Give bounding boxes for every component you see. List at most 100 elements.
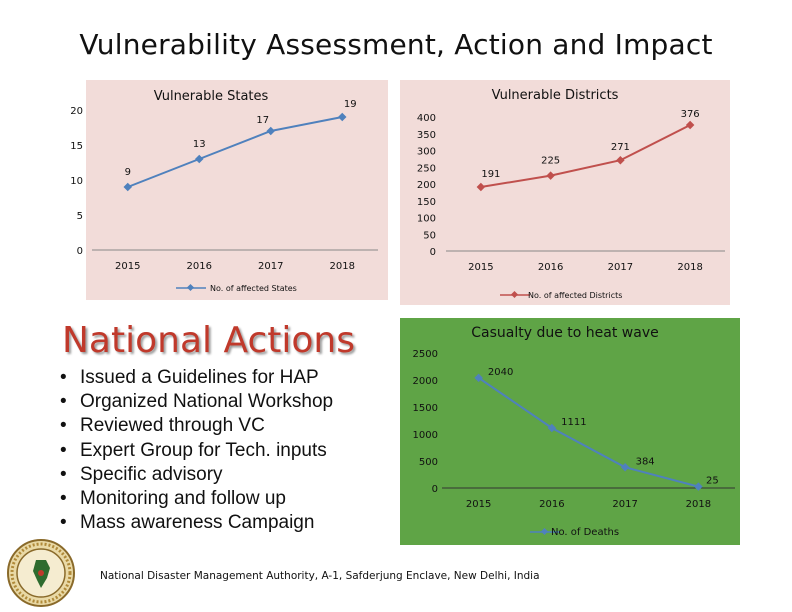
y-tick-label: 400 (417, 113, 436, 124)
x-tick-label: 2016 (539, 499, 564, 510)
action-item: • Mass awareness Campaign (60, 511, 333, 535)
y-tick-label: 2000 (413, 376, 438, 387)
action-item-label: Mass awareness Campaign (80, 512, 315, 534)
x-tick-label: 2016 (538, 262, 563, 273)
data-label: 19 (344, 99, 357, 110)
legend-marker (540, 527, 549, 536)
x-tick-label: 2018 (330, 261, 355, 272)
data-point (338, 112, 347, 122)
x-tick-label: 2017 (608, 262, 633, 273)
bullet-icon: • (60, 512, 67, 534)
series-line (478, 377, 699, 488)
data-label: 225 (541, 156, 560, 167)
action-item: • Expert Group for Tech. inputs (60, 439, 333, 463)
y-tick-label: 0 (430, 247, 436, 258)
chart-title: Vulnerable Districts (492, 88, 619, 103)
series-line (480, 124, 691, 189)
national-actions-heading: National Actions (62, 320, 355, 361)
bullet-icon: • (60, 415, 67, 437)
y-tick-label: 150 (417, 197, 436, 208)
data-label: 384 (636, 456, 655, 467)
y-tick-label: 20 (70, 106, 83, 117)
x-tick-label: 2017 (612, 499, 637, 510)
bullet-icon: • (60, 487, 67, 509)
data-point (476, 182, 486, 192)
x-tick-label: 2015 (466, 499, 491, 510)
action-item-label: Organized National Workshop (80, 391, 334, 413)
y-tick-label: 5 (77, 211, 83, 222)
chart-title: Vulnerable States (154, 89, 269, 104)
x-tick-label: 2017 (258, 261, 283, 272)
x-tick-label: 2018 (686, 499, 711, 510)
legend: No. of affected Districts (500, 290, 622, 300)
series-line (127, 116, 343, 188)
y-tick-label: 10 (70, 176, 83, 187)
data-label: 1111 (561, 417, 586, 428)
data-label: 191 (481, 169, 500, 180)
national-actions-list: • Issued a Guidelines for HAP • Organized N… (60, 366, 333, 535)
x-tick-label: 2015 (468, 262, 493, 273)
y-tick-label: 1000 (413, 430, 438, 441)
chart-background (400, 318, 740, 545)
y-tick-label: 1500 (413, 403, 438, 414)
data-label: 376 (681, 109, 700, 120)
data-label: 9 (125, 167, 131, 178)
action-item: • Reviewed through VC (60, 414, 333, 438)
page-title: Vulnerability Assessment, Action and Imp… (79, 28, 713, 61)
vulnerable-districts-chart: Vulnerable Districts 0 50 100 150 200 250 300 3… (400, 80, 730, 305)
data-label: 2040 (488, 367, 513, 378)
y-tick-label: 500 (419, 457, 438, 468)
action-item-label: Issued a Guidelines for HAP (80, 367, 319, 388)
footer-address: National Disaster Management Authority, … (100, 570, 540, 582)
legend: No. of Deaths (530, 527, 619, 538)
x-tick-label: 2015 (115, 261, 140, 272)
vulnerable-states-chart-svg: Vulnerable States 0 5 10 15 20 2015 2016 2017 2… (70, 80, 388, 300)
data-point (195, 154, 204, 164)
y-tick-label: 350 (417, 130, 436, 141)
heatwave-casualty-chart-svg: Casualty due to heat wave 0 500 1000 1500 20… (400, 318, 740, 545)
action-item: • Specific advisory (60, 463, 333, 487)
action-item-label: Monitoring and follow up (80, 487, 286, 509)
data-point (266, 126, 275, 136)
action-item-label: Specific advisory (80, 463, 223, 485)
data-label: 271 (611, 142, 630, 153)
data-label: 25 (706, 476, 719, 487)
legend-label: No. of Deaths (551, 527, 619, 538)
action-item-label: Reviewed through VC (80, 415, 265, 437)
x-tick-label: 2016 (187, 261, 212, 272)
data-point (694, 482, 703, 491)
y-tick-label: 300 (417, 147, 436, 158)
legend: No. of affected States (176, 283, 297, 293)
y-tick-label: 0 (432, 484, 438, 495)
legend-marker (510, 290, 519, 299)
data-label: 13 (193, 139, 206, 150)
ndma-emblem-icon (7, 539, 75, 607)
y-tick-label: 15 (70, 141, 83, 152)
y-tick-label: 250 (417, 163, 436, 174)
action-item: • Issued a Guidelines for HAP (60, 366, 333, 390)
chart-title: Casualty due to heat wave (471, 325, 658, 341)
action-item: • Monitoring and follow up (60, 487, 333, 511)
bullet-icon: • (60, 463, 67, 485)
chart-background (400, 80, 730, 305)
y-tick-label: 50 (423, 230, 436, 241)
x-tick-label: 2018 (677, 262, 702, 273)
action-item: • Organized National Workshop (60, 390, 333, 414)
y-tick-label: 100 (417, 214, 436, 225)
y-tick-label: 0 (77, 246, 83, 257)
legend-marker (186, 283, 195, 292)
vulnerable-states-chart: Vulnerable States 0 5 10 15 20 2015 2016 2017 2… (58, 80, 388, 300)
bullet-icon: • (60, 367, 67, 388)
legend-label: No. of affected Districts (528, 291, 622, 300)
data-point (123, 182, 132, 192)
y-tick-label: 200 (417, 180, 436, 191)
data-label: 17 (256, 115, 269, 126)
data-point (620, 463, 630, 472)
chart-background (86, 80, 388, 300)
vulnerable-districts-chart-svg: Vulnerable Districts 0 50 100 150 200 250 300 3… (400, 80, 730, 305)
data-point (474, 373, 483, 383)
y-tick-label: 2500 (413, 349, 438, 360)
legend-label: No. of affected States (210, 284, 297, 293)
bullet-icon: • (60, 391, 67, 413)
heatwave-casualty-chart: Casualty due to heat wave 0 500 1000 1500 20… (400, 318, 740, 545)
